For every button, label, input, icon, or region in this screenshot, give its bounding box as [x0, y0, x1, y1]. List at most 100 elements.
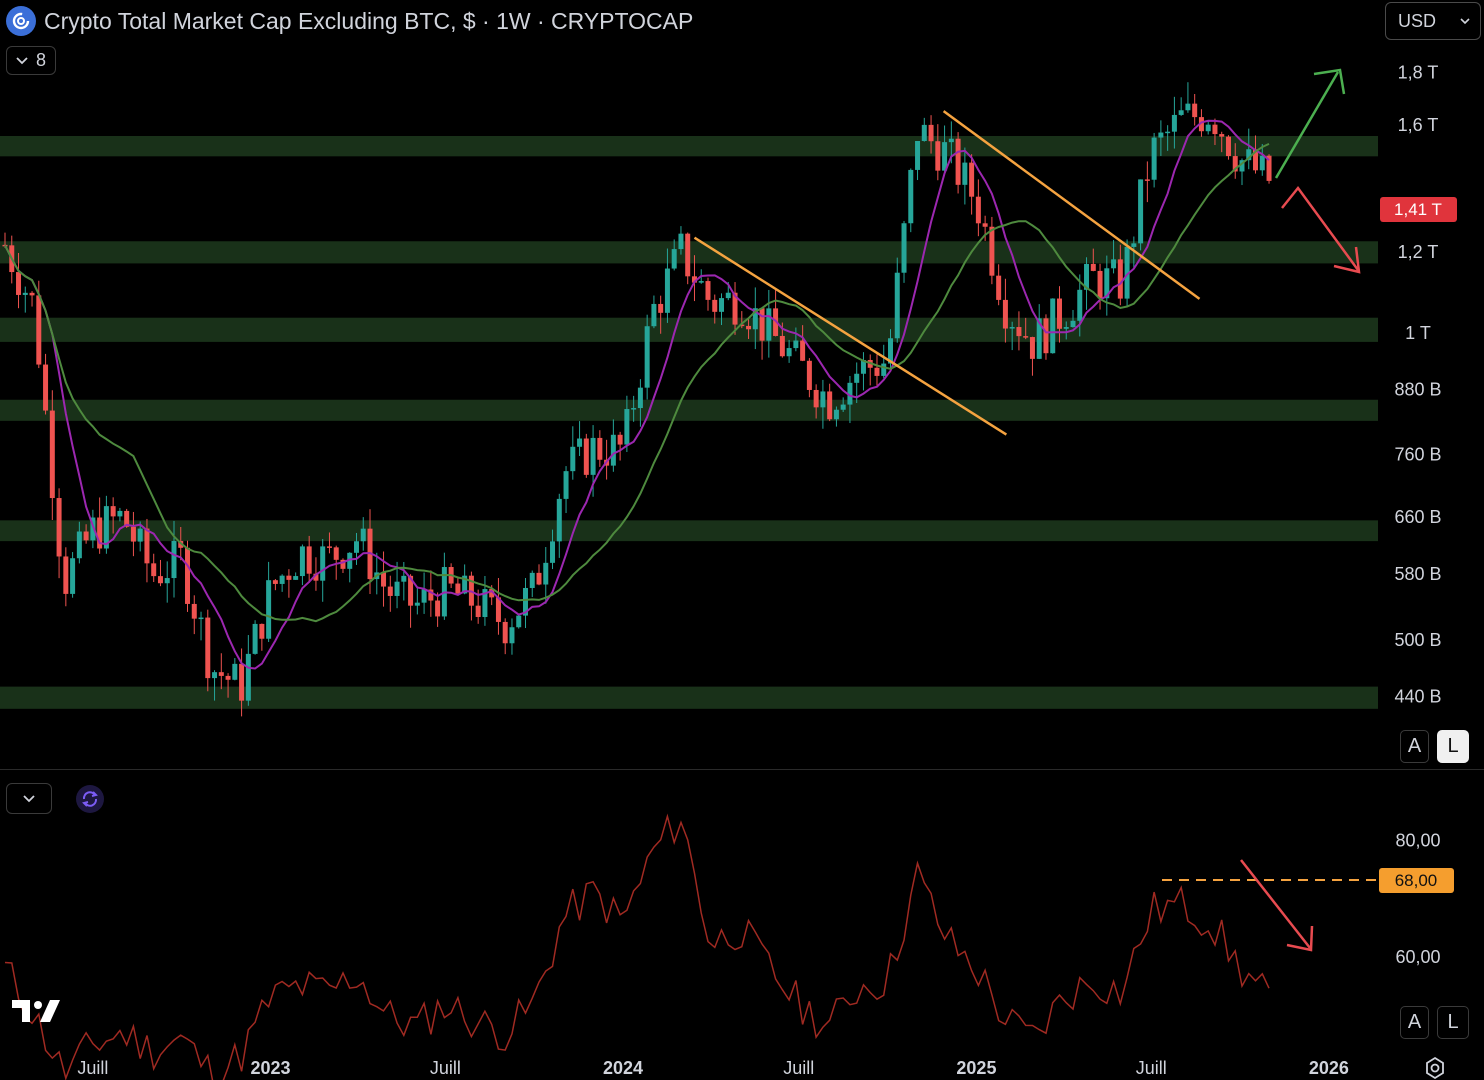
candle	[874, 354, 880, 386]
currency-select[interactable]: USD	[1385, 2, 1481, 40]
candle	[881, 344, 887, 379]
candle-body	[1131, 243, 1137, 247]
last-price-badge: 1,41 T	[1380, 197, 1457, 222]
log-scale-button[interactable]: L	[1437, 730, 1469, 763]
candle-body	[49, 410, 55, 499]
candle	[1050, 298, 1056, 354]
candle	[746, 319, 752, 339]
candle-body	[1246, 149, 1252, 161]
candle	[1144, 161, 1150, 203]
time-tick-label: Juill	[1136, 1058, 1167, 1078]
candle	[1009, 321, 1015, 351]
candle	[516, 614, 522, 629]
candle-body	[536, 572, 542, 585]
candle	[76, 521, 82, 564]
candle-body	[1050, 298, 1056, 354]
indicators-collapse-button[interactable]: 8	[6, 46, 56, 75]
candle	[299, 544, 305, 586]
trendline-1	[942, 110, 1201, 300]
candle-body	[942, 142, 948, 171]
candle	[712, 294, 718, 324]
rsi-log-scale-button[interactable]: L	[1437, 1006, 1469, 1039]
candle-body	[550, 541, 556, 563]
candle-body	[800, 340, 806, 361]
candle-body	[279, 575, 285, 584]
candle	[921, 117, 927, 142]
candle	[529, 570, 535, 598]
chart-title: Crypto Total Market Cap Excluding BTC, $…	[44, 7, 694, 34]
candle-body	[1232, 156, 1238, 172]
candle	[326, 532, 332, 554]
rsi-level-badge: 68,00	[1379, 868, 1454, 893]
candle-body	[705, 281, 711, 300]
candle-body	[1158, 132, 1164, 138]
candle-body	[387, 586, 393, 596]
candle	[495, 578, 501, 635]
candle	[1016, 311, 1022, 351]
candle	[664, 248, 670, 323]
candle	[1043, 314, 1049, 360]
candle-body	[1077, 289, 1083, 321]
time-tick-label: 2026	[1309, 1058, 1349, 1078]
auto-scale-button[interactable]: A	[1400, 730, 1429, 763]
rsi-tick-label: 60,00	[1395, 947, 1440, 967]
candle	[563, 466, 569, 514]
candle	[218, 653, 224, 690]
candle-body	[1070, 320, 1076, 328]
down-scenario-arrow	[1281, 185, 1360, 271]
candle	[408, 574, 414, 628]
candle-body	[577, 438, 583, 447]
candle-body	[110, 506, 116, 517]
candle	[752, 287, 758, 350]
candle	[1232, 143, 1238, 179]
candle-body	[563, 471, 569, 499]
candle	[813, 384, 819, 419]
candle-body	[820, 391, 826, 408]
candle	[360, 517, 366, 551]
candle	[1212, 118, 1218, 146]
candle-body	[759, 308, 765, 341]
candle-body	[83, 531, 89, 541]
candle-body	[43, 364, 49, 411]
candle-body	[353, 541, 359, 553]
zone-0	[0, 135, 1378, 157]
candle-body	[502, 621, 508, 644]
candle-body	[205, 617, 211, 679]
candle	[827, 383, 833, 422]
candle	[617, 431, 623, 461]
price-axis[interactable]: 1,8 T 1,6 T 1,2 T 1 T 880 B 760 B 660 B 580 B 50…	[1394, 63, 1441, 707]
candle	[637, 379, 643, 427]
price-chart[interactable]: 1,8 T 1,6 T 1,2 T 1 T 880 B 760 B 660 B 580 B 50…	[0, 0, 1484, 770]
candle-body	[1225, 136, 1231, 157]
candle	[340, 558, 346, 573]
rsi-auto-scale-button[interactable]: A	[1400, 1006, 1429, 1039]
candle-body	[1185, 103, 1191, 111]
candle-body	[198, 617, 204, 620]
candle-body	[847, 382, 853, 405]
up-scenario-arrow	[1274, 71, 1340, 179]
candle-body	[590, 437, 596, 475]
candle-body	[1084, 263, 1090, 290]
candle-body	[556, 498, 562, 542]
candle	[90, 509, 96, 549]
candle	[942, 125, 948, 173]
price-tick-label: 1,6 T	[1398, 115, 1439, 135]
candle	[685, 232, 691, 285]
candle-body	[935, 141, 941, 171]
candle	[43, 353, 49, 415]
candle-body	[746, 325, 752, 330]
time-axis[interactable]: Juill 2023 Juill 2024 Juill 2025 Juill 2026	[77, 1058, 1349, 1078]
candle	[1090, 248, 1096, 272]
candle-body	[509, 627, 515, 644]
sync-icon[interactable]	[76, 785, 104, 813]
pane-collapse-button[interactable]	[6, 783, 52, 814]
rsi-down-arrowhead	[1286, 925, 1314, 952]
settings-icon[interactable]	[1423, 1056, 1447, 1080]
rsi-axis[interactable]: 80,00 60,00	[1395, 830, 1440, 967]
candle-body	[854, 373, 860, 383]
tradingview-logo-icon[interactable]	[10, 996, 62, 1026]
candle-body	[1198, 117, 1204, 132]
candle	[205, 609, 211, 692]
price-tick-label: 880 B	[1394, 380, 1441, 400]
